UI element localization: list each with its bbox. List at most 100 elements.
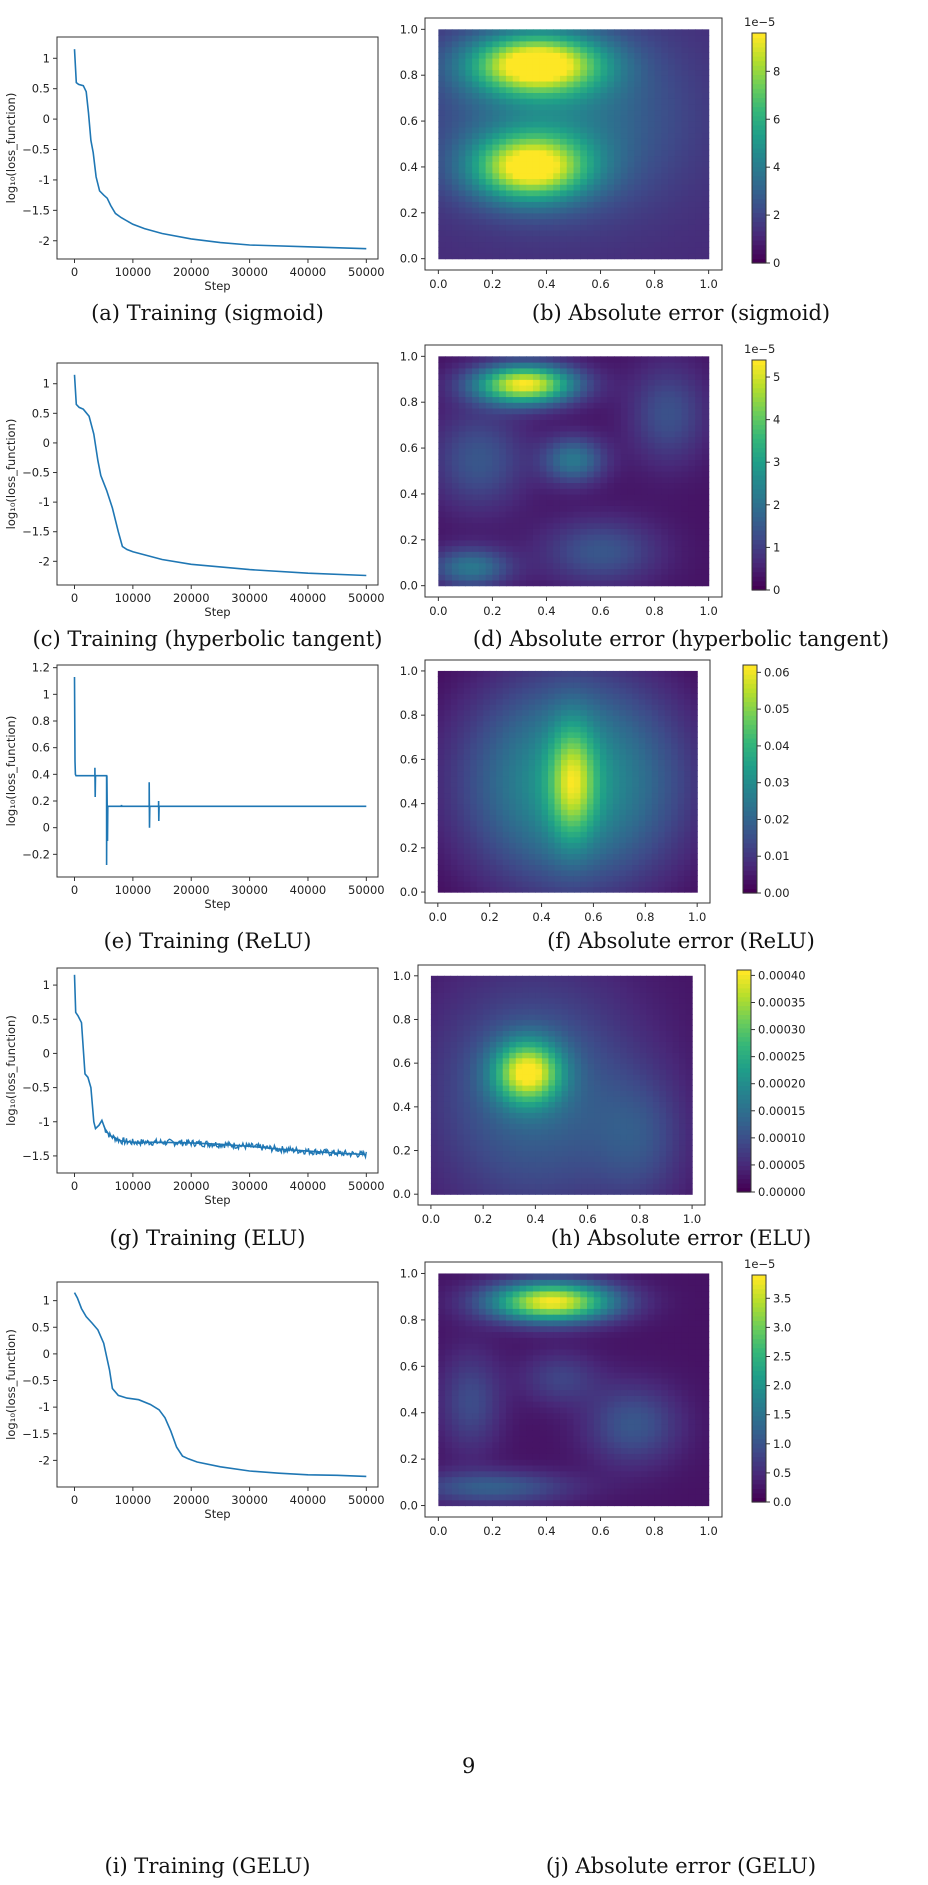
colorbar-tick-label: 1.5	[773, 1408, 791, 1422]
x-tick-label: 10000	[115, 1493, 152, 1507]
colorbar-tick-label: 0.00015	[758, 1104, 806, 1118]
plot-frame	[56, 664, 379, 878]
x-tick-label: 0.4	[526, 1212, 544, 1226]
heatmap-cells	[438, 1273, 710, 1507]
y-tick-label: 1.0	[393, 969, 411, 983]
y-tick-label: -1	[39, 173, 50, 187]
colorbar-tick-label: 0.04	[764, 739, 790, 753]
x-tick-label: 0	[71, 1179, 78, 1193]
colorbar-tick-label: 1	[773, 540, 780, 554]
error-heatmap-5: 0.0 0.2 0.4 0.6 0.8 1.0 0.0 0.2 0.4 0.6 0.8 1.0 0.00…	[400, 659, 815, 953]
y-tick-label: 0.6	[400, 114, 418, 128]
y-tick-label: 0.8	[400, 395, 418, 409]
x-tick-label: 0.8	[645, 604, 663, 618]
colorbar-frame	[736, 969, 752, 1193]
x-tick-label: 0.4	[537, 277, 555, 291]
error-heatmap-9: 0.0 0.2 0.4 0.6 0.8 1.00.00.20.40.60.81.00.00…	[400, 1257, 816, 1878]
colorbar: 0 2 4 6 8 1e−5	[744, 15, 780, 270]
colorbar-tick-label: 0.00040	[758, 968, 806, 982]
y-tick-label: 1.0	[400, 349, 418, 363]
x-tick-label: 30000	[231, 883, 268, 897]
x-tick-label: 0.2	[483, 277, 501, 291]
x-tick-label: 30000	[231, 1179, 268, 1193]
x-tick-label: 20000	[173, 1493, 210, 1507]
y-tick-label: 0.8	[32, 714, 50, 728]
y-axis-label: log₁₀(loss_function)	[4, 716, 18, 827]
colorbar-tick-label: 2.5	[773, 1349, 791, 1363]
training-chart-2: 0 10000 20000 30000 40000 50000 -2 −1.5 -1 −0.5 0 0…	[4, 362, 385, 651]
x-tick-label: 0	[71, 591, 78, 605]
x-axis-label: Step	[204, 1507, 230, 1521]
colorbar-tick-label: 4	[773, 413, 780, 427]
heatmap-cells	[438, 29, 710, 260]
x-tick-label: 10000	[115, 591, 152, 605]
colorbar-tick-label: 2	[773, 208, 780, 222]
x-tick-label: 50000	[348, 883, 385, 897]
y-tick-label: −0.5	[22, 1081, 50, 1095]
caption: (h) Absolute error (ELU)	[551, 1226, 811, 1250]
x-axis-label: Step	[204, 1193, 230, 1207]
colorbar-exponent: 1e−5	[744, 1257, 775, 1271]
y-tick-label: 0	[43, 1046, 50, 1060]
caption: (j) Absolute error (GELU)	[546, 1854, 816, 1878]
series-line	[73, 374, 367, 577]
x-tick-label: 0	[71, 265, 78, 279]
colorbar-tick-label: 4	[773, 160, 780, 174]
x-tick-label: 0.6	[591, 277, 609, 291]
y-tick-label: 0.5	[32, 1320, 50, 1334]
x-tick-label: 50000	[348, 1179, 385, 1193]
x-tick-label: 30000	[231, 265, 268, 279]
y-tick-label: 0.0	[400, 252, 418, 266]
colorbar-frame	[742, 664, 758, 894]
colorbar-tick-label: 0.03	[764, 776, 790, 790]
y-tick-label: 0.2	[400, 533, 418, 547]
colorbar-tick-label: 6	[773, 112, 780, 126]
y-tick-label: −0.2	[22, 847, 50, 861]
y-tick-label: 1	[43, 687, 50, 701]
y-tick-label: −0.5	[22, 143, 50, 157]
colorbar-tick-label: 0.0	[773, 1495, 791, 1509]
series-line	[73, 49, 367, 250]
colorbar: 0 1 2 3 4 5 1e−5	[744, 342, 780, 597]
y-tick-label: −0.5	[22, 1374, 50, 1388]
y-tick-label: −1.5	[22, 1427, 50, 1441]
y-axis-label: log₁₀(loss_function)	[4, 93, 18, 204]
x-tick-label: 0.6	[591, 604, 609, 618]
colorbar: 0.0 0.5 1.0 1.5 2.0 2.5 3.0 3.5 1e−5	[744, 1257, 791, 1509]
series-line	[73, 676, 367, 866]
x-axis-label: Step	[204, 897, 230, 911]
colorbar-tick-label: 0.00020	[758, 1077, 806, 1091]
training-chart-6: 0 10000 20000 30000 40000 50000 −1.5 -1 −0.5 0 0.5…	[4, 967, 385, 1250]
y-tick-label: 0.6	[400, 752, 418, 766]
caption: (c) Training (hyperbolic tangent)	[33, 627, 383, 651]
colorbar-frame	[751, 359, 767, 591]
y-tick-label: −1.5	[22, 203, 50, 217]
y-tick-label: 0	[43, 821, 50, 835]
y-tick-label: 0.4	[393, 1100, 411, 1114]
x-tick-label: 20000	[173, 265, 210, 279]
x-tick-label: 0.8	[636, 910, 654, 924]
x-axis-label: Step	[204, 279, 230, 293]
colorbar-tick-label: 0.00035	[758, 995, 806, 1009]
x-tick-label: 0.2	[483, 1524, 501, 1538]
series-line	[73, 1292, 367, 1478]
y-tick-label: 1	[43, 51, 50, 65]
y-tick-label: 0.6	[400, 441, 418, 455]
y-tick-label: 0.4	[400, 1406, 418, 1420]
y-tick-label: 0.2	[400, 841, 418, 855]
colorbar-frame	[751, 32, 767, 264]
colorbar-tick-label: 0.06	[764, 665, 790, 679]
colorbar-frame	[751, 1274, 767, 1503]
x-tick-label: 0.2	[483, 604, 501, 618]
y-tick-label: 0.2	[32, 794, 50, 808]
y-tick-label: 1.0	[400, 22, 418, 36]
x-tick-label: 0.4	[537, 604, 555, 618]
caption: (i) Training (GELU)	[105, 1854, 311, 1878]
x-tick-label: 40000	[290, 591, 327, 605]
x-tick-label: 1.0	[683, 1212, 701, 1226]
y-tick-label: -2	[39, 234, 50, 248]
y-tick-label: −1.5	[22, 1149, 50, 1163]
x-tick-label: 10000	[115, 883, 152, 897]
colorbar-tick-label: 0.00030	[758, 1023, 806, 1037]
x-tick-label: 0.8	[631, 1212, 649, 1226]
